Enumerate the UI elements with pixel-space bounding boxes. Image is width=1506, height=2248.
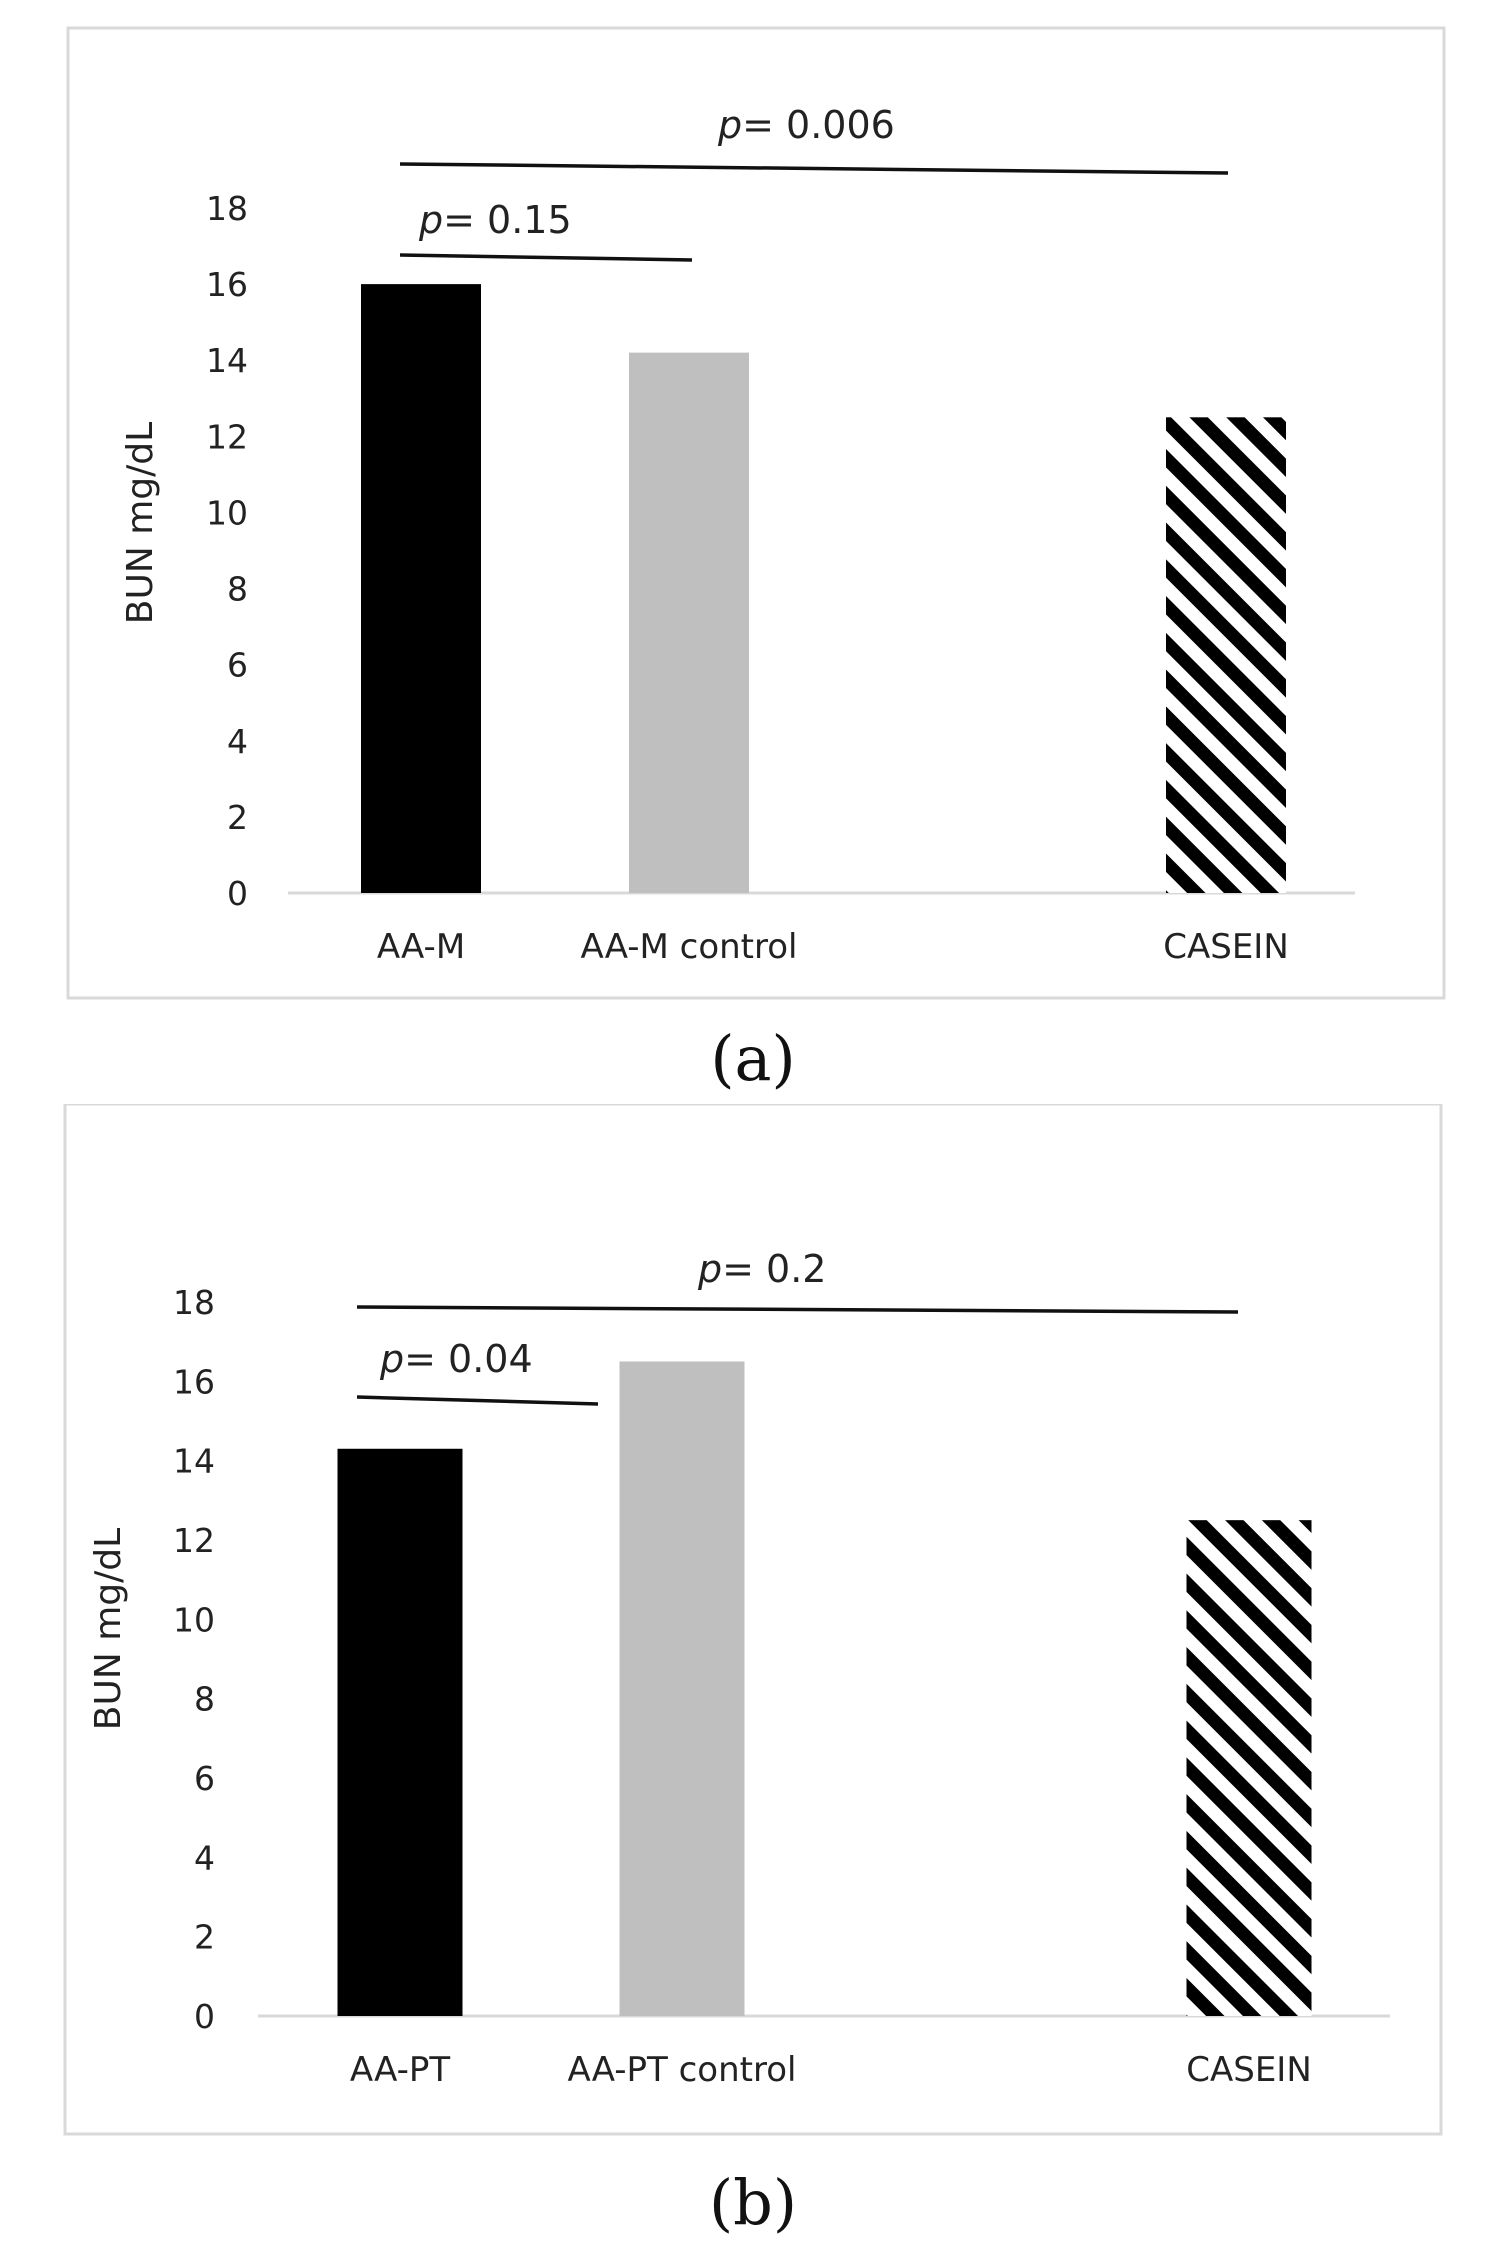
- chart-panel-a: 0 2 4 6 8 10 12 14 16 18 BUN mg/dL AA-M AA-M control…: [0, 0, 1506, 1104]
- y-tick-label: 10: [173, 1600, 215, 1639]
- y-tick-label: 16: [173, 1362, 215, 1401]
- y-tick-label: 0: [194, 1997, 215, 2036]
- y-axis-label: BUN mg/dL: [88, 1528, 129, 1730]
- y-tick-label: 2: [227, 798, 248, 837]
- chart-panel-b: 0 2 4 6 8 10 12 14 16 18 BUN mg/dL AA-PT AA-PT contr…: [0, 1104, 1506, 2248]
- x-category-label: AA-M control: [581, 927, 798, 967]
- bar-aa-m: [361, 284, 481, 894]
- p-value-label: p= 0.04: [379, 1337, 533, 1381]
- y-tick-label: 10: [206, 493, 248, 532]
- x-category-label: AA-PT control: [568, 2050, 797, 2090]
- y-tick-label: 16: [206, 265, 248, 304]
- chart-b-svg: 0 2 4 6 8 10 12 14 16 18 BUN mg/dL AA-PT AA-PT contr…: [63, 1104, 1443, 2239]
- chart-frame: [66, 26, 1446, 1000]
- y-tick-label: 2: [194, 1918, 215, 1957]
- y-tick-label: 12: [173, 1521, 215, 1560]
- y-tick-label: 18: [173, 1283, 215, 1322]
- significance-line: [356, 1305, 1239, 1314]
- x-category-label: CASEIN: [1186, 2050, 1312, 2090]
- y-tick-label: 4: [194, 1838, 215, 1877]
- y-tick-label: 12: [206, 417, 248, 456]
- chart-a-svg: 0 2 4 6 8 10 12 14 16 18 BUN mg/dL AA-M AA-M control…: [66, 26, 1446, 1095]
- y-tick-label: 4: [227, 722, 248, 761]
- panel-label: (b): [709, 2166, 797, 2239]
- y-axis-label: BUN mg/dL: [120, 422, 161, 624]
- p-value-label: p= 0.2: [697, 1247, 826, 1291]
- y-tick-label: 18: [206, 189, 248, 228]
- significance-line: [399, 162, 1229, 175]
- y-tick-label: 14: [173, 1442, 215, 1481]
- y-tick-label: 8: [227, 570, 248, 609]
- x-category-label: CASEIN: [1163, 927, 1289, 967]
- y-tick-label: 6: [194, 1759, 215, 1798]
- bar-aa-pt: [337, 1448, 463, 2016]
- significance-line: [399, 253, 693, 262]
- bar-aa-m-control: [629, 352, 749, 894]
- y-tick-label: 0: [227, 874, 248, 913]
- x-category-label: AA-M: [377, 927, 465, 967]
- chart-frame: [63, 1104, 1443, 2136]
- y-tick-label: 6: [227, 646, 248, 685]
- p-value-label: p= 0.15: [418, 198, 572, 242]
- bar-casein: [1186, 1520, 1312, 2016]
- p-value-label: p= 0.006: [717, 103, 895, 147]
- panel-label: (a): [710, 1022, 795, 1095]
- significance-line: [356, 1395, 599, 1406]
- y-tick-label: 14: [206, 341, 248, 380]
- y-tick-label: 8: [194, 1680, 215, 1719]
- x-category-label: AA-PT: [350, 2050, 450, 2090]
- bar-casein: [1166, 417, 1286, 893]
- bar-aa-pt-control: [619, 1361, 745, 2016]
